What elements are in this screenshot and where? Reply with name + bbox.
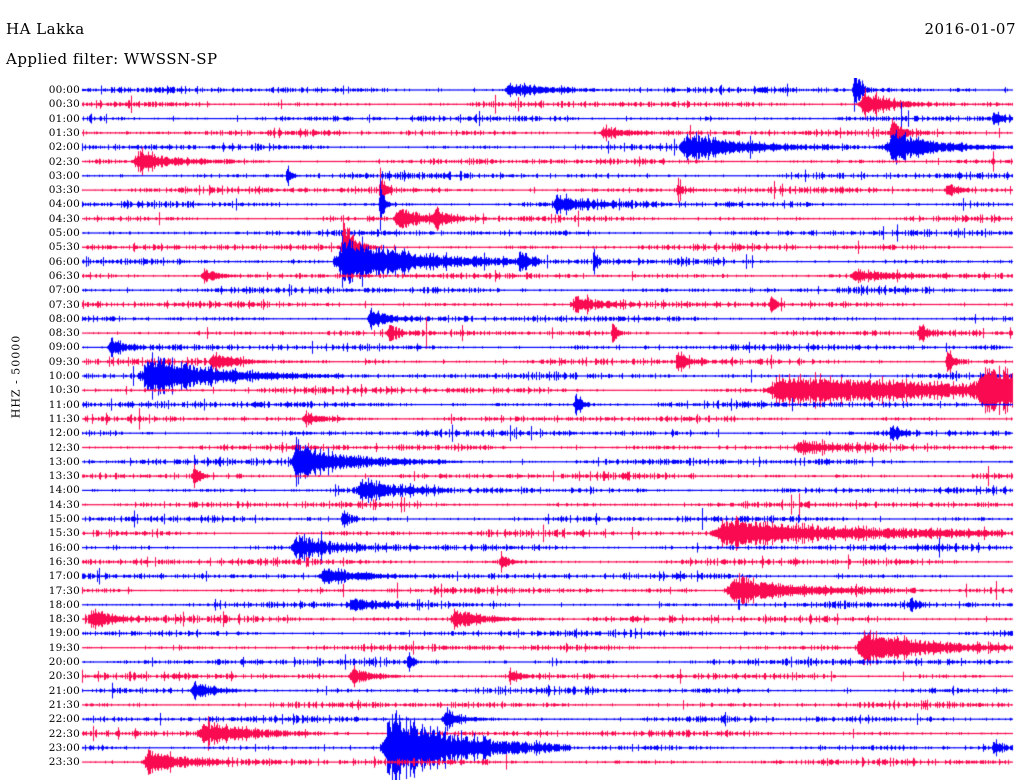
- applied-filter-label: Applied filter: WWSSN-SP: [6, 50, 218, 68]
- seismic-traces-canvas: [0, 78, 1024, 780]
- helicorder-plot: 00:00 00:30 01:00 01:30 02:00 02:30 03:00 03:30…: [0, 78, 1024, 780]
- record-date: 2016-01-07: [924, 20, 1016, 38]
- page-title: HA Lakka: [6, 20, 85, 38]
